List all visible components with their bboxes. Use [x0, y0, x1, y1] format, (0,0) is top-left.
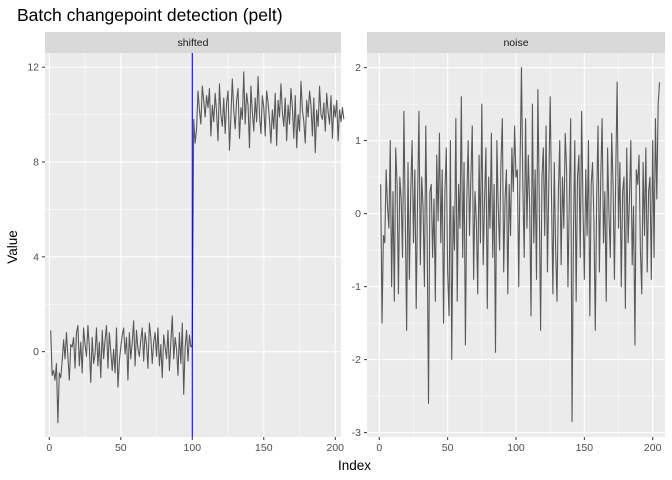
y-tick-label: 2: [355, 62, 361, 74]
facet-panel-noise: noise 0 50 100 150 200 -3 -2 -1 0 1 2: [352, 32, 665, 454]
y-axis-title: Value: [5, 230, 20, 264]
y-tick-label: 0: [33, 346, 39, 358]
y-tick-label: -3: [352, 427, 361, 439]
x-tick-label: 200: [327, 442, 345, 454]
y-tick-label: -2: [352, 354, 361, 366]
x-tick-label: 100: [184, 442, 202, 454]
series-line-noise: [380, 67, 661, 423]
y-tick-label: 4: [33, 251, 39, 263]
y-tick-label: -1: [352, 281, 361, 293]
x-tick-label: 200: [644, 442, 662, 454]
x-axis-title: Index: [338, 458, 371, 473]
x-tick-label: 0: [376, 442, 382, 454]
x-tick-label: 150: [255, 442, 273, 454]
x-tick-label: 150: [576, 442, 594, 454]
x-tick-label: 0: [46, 442, 52, 454]
chart-title: Batch changepoint detection (pelt): [17, 5, 283, 25]
y-tick-label: 0: [355, 208, 361, 220]
series-line-shifted: [50, 71, 345, 424]
facet-strip-label: shifted: [178, 37, 209, 49]
facet-strip: [45, 32, 341, 53]
y-tick-label: 1: [355, 135, 361, 147]
y-tick-label: 12: [27, 62, 39, 74]
facet-strip: [367, 32, 665, 53]
x-tick-label: 50: [442, 442, 454, 454]
x-tick-label: 100: [507, 442, 525, 454]
facet-strip-label: noise: [503, 37, 528, 49]
y-tick-label: 8: [33, 157, 39, 169]
x-tick-label: 50: [115, 442, 127, 454]
facet-panel-shifted: shifted 0 50 100 150 200 0 4 8 12: [27, 32, 345, 454]
